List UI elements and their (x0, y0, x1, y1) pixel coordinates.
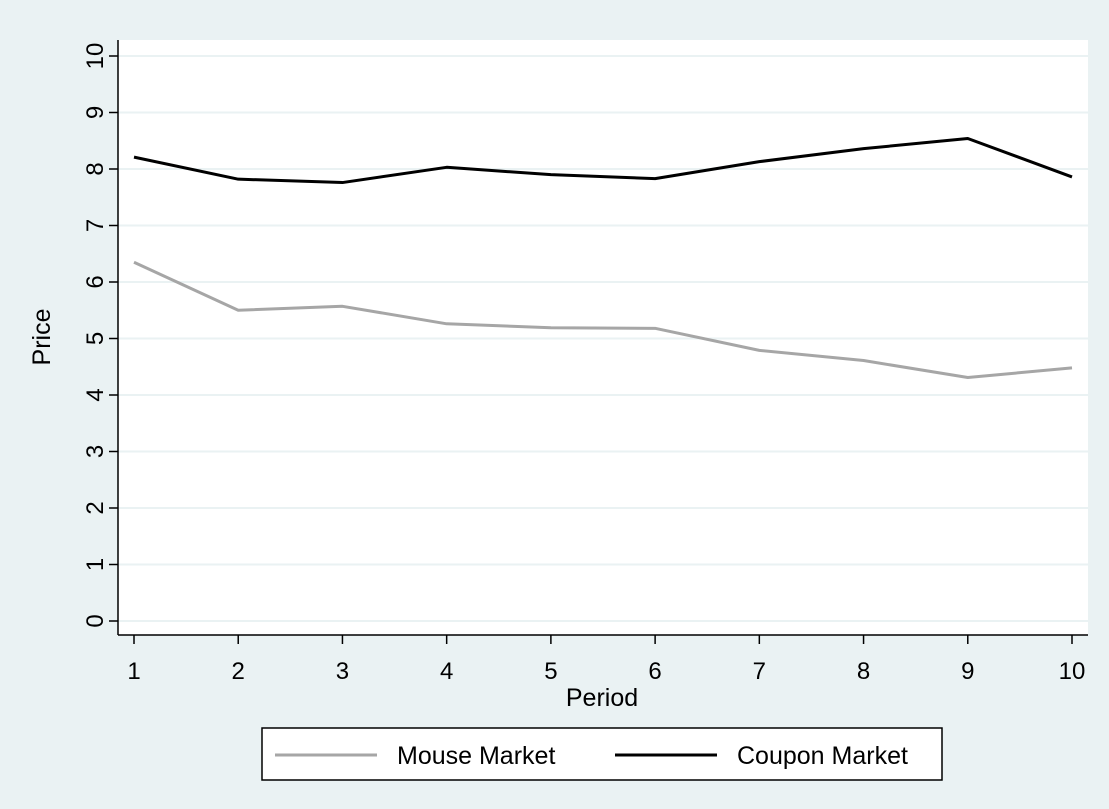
x-tick-label-4: 4 (440, 658, 453, 685)
series-lines (133, 136, 1073, 379)
x-tick-label-1: 1 (127, 658, 140, 685)
series-line-mouse-market (133, 260, 1073, 379)
y-tick-label-9: 9 (82, 106, 109, 119)
x-tick-label-9: 9 (961, 658, 974, 685)
y-tick-label-3: 3 (82, 445, 109, 458)
y-tick-label-1: 1 (82, 558, 109, 571)
y-tick-label-4: 4 (82, 388, 109, 401)
y-tick-label-10: 10 (82, 43, 109, 70)
legend-label-coupon-market: Coupon Market (737, 742, 908, 770)
y-ticks: 0 1 2 3 4 5 6 7 8 9 10 (82, 43, 118, 628)
x-tick-label-10: 10 (1059, 658, 1086, 685)
series-line-coupon-market (133, 136, 1073, 185)
x-tick-label-2: 2 (232, 658, 245, 685)
x-tick-label-5: 5 (544, 658, 557, 685)
y-tick-label-5: 5 (82, 332, 109, 345)
y-tick-label-7: 7 (82, 219, 109, 232)
x-ticks: 1 2 3 4 5 6 7 8 9 10 (127, 635, 1085, 685)
y-tick-label-2: 2 (82, 501, 109, 514)
x-tick-label-3: 3 (336, 658, 349, 685)
x-tick-label-7: 7 (753, 658, 766, 685)
legend-box (261, 727, 943, 781)
axes (117, 40, 1088, 636)
y-tick-label-6: 6 (82, 275, 109, 288)
y-tick-label-0: 0 (82, 614, 109, 627)
x-tick-label-6: 6 (648, 658, 661, 685)
x-axis-title: Period (566, 684, 638, 712)
y-tick-label-8: 8 (82, 162, 109, 175)
gridlines (118, 55, 1088, 622)
x-tick-label-8: 8 (857, 658, 870, 685)
y-axis-title: Price (28, 309, 56, 366)
legend-label-mouse-market: Mouse Market (397, 742, 555, 770)
legend: Mouse Market Coupon Market (261, 727, 943, 781)
